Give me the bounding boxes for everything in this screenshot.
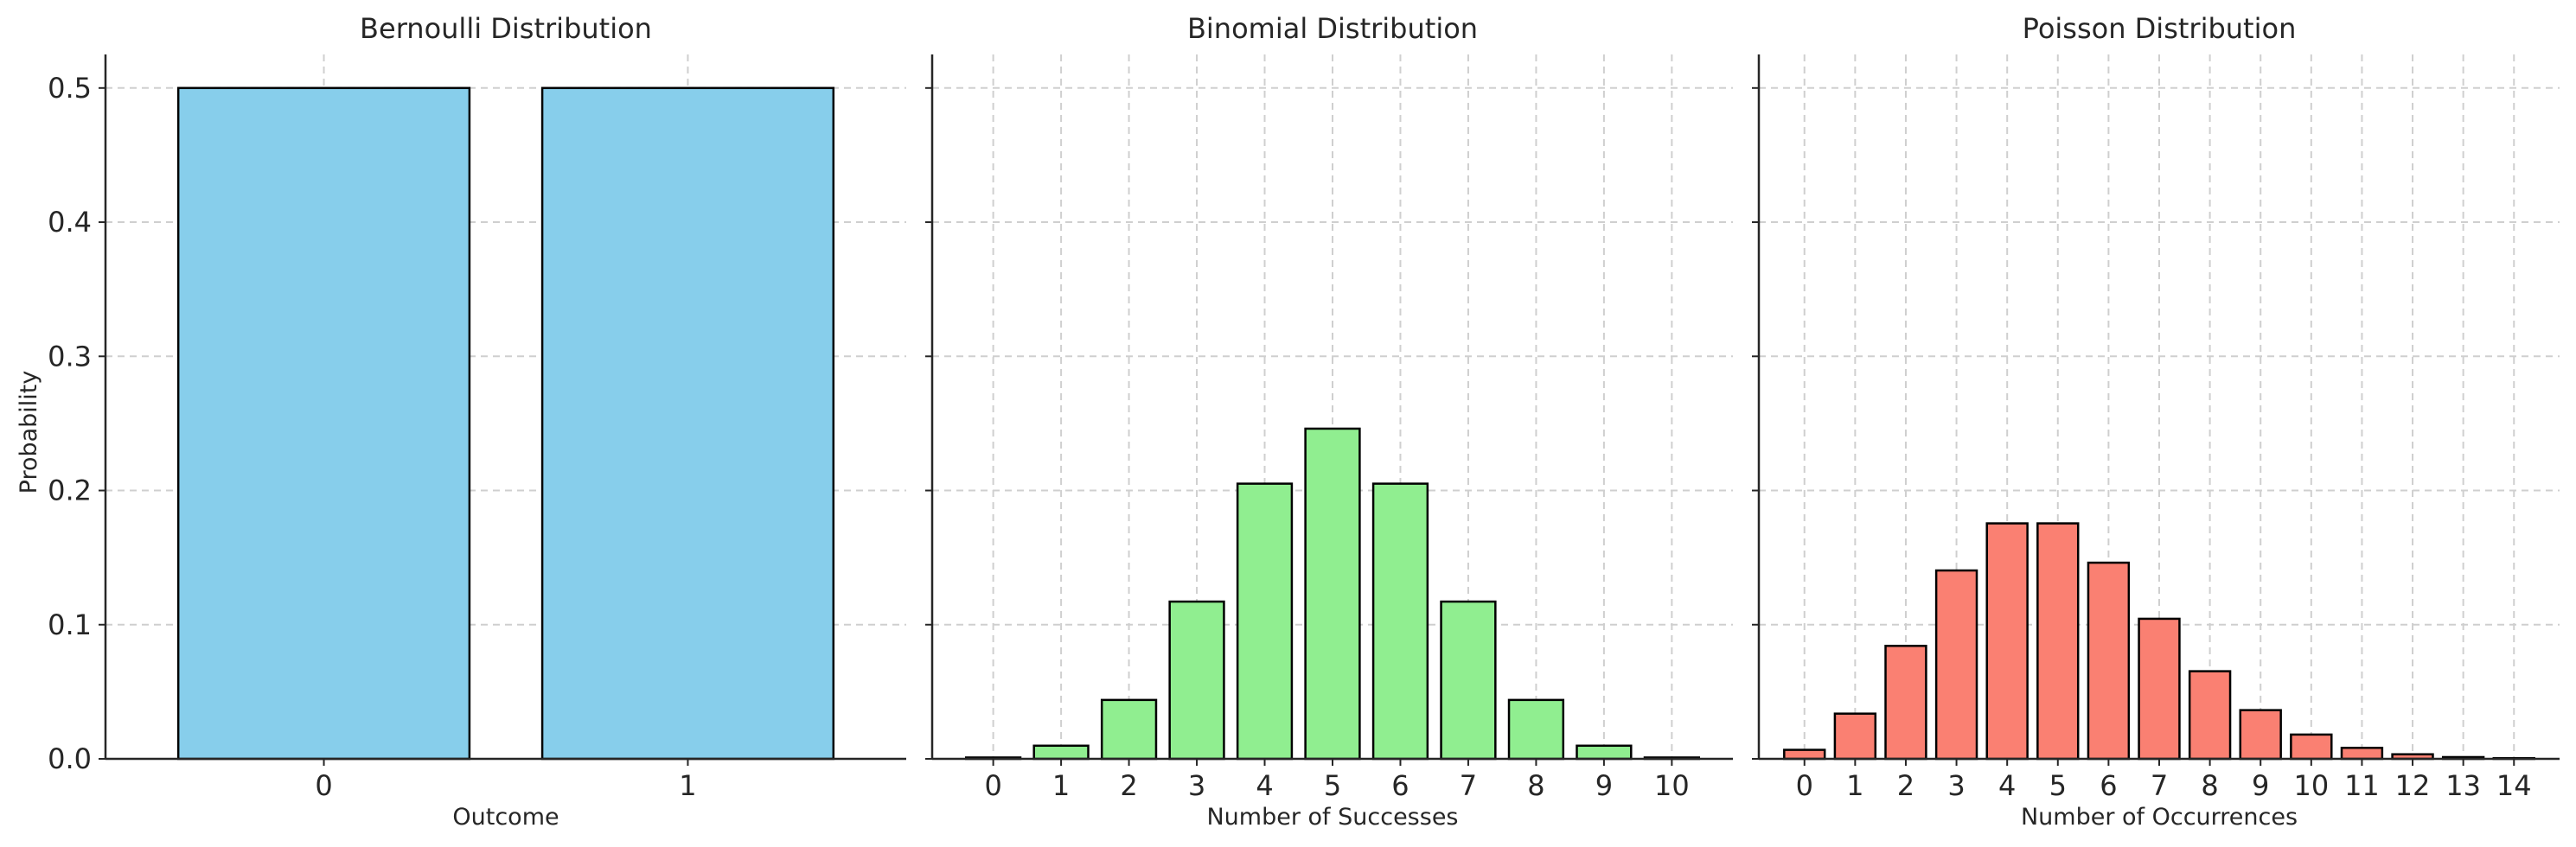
poisson-x-tick-label: 8 bbox=[2201, 769, 2218, 802]
poisson-x-tick-label: 14 bbox=[2496, 769, 2532, 802]
y-tick-label: 0.3 bbox=[48, 340, 92, 373]
poisson-x-tick-label: 5 bbox=[2049, 769, 2067, 802]
binomial-x-tick-label: 10 bbox=[1654, 769, 1690, 802]
poisson-x-tick-label: 12 bbox=[2395, 769, 2431, 802]
bernoulli-chart-title: Bernoulli Distribution bbox=[360, 12, 652, 45]
poisson-bar-6 bbox=[2087, 561, 2131, 761]
binomial-bar-6 bbox=[1371, 482, 1429, 761]
binomial-x-tick-label: 3 bbox=[1188, 769, 1205, 802]
binomial-x-tick-label: 4 bbox=[1256, 769, 1273, 802]
binomial-x-tick-label: 0 bbox=[984, 769, 1001, 802]
poisson-x-tick-label: 4 bbox=[1998, 769, 2016, 802]
poisson-bar-0 bbox=[1783, 748, 1826, 761]
poisson-x-tick-label: 7 bbox=[2151, 769, 2168, 802]
bernoulli-bar-0 bbox=[176, 86, 471, 761]
poisson-bar-11 bbox=[2340, 747, 2384, 761]
poisson-bar-4 bbox=[1985, 522, 2029, 761]
poisson-x-tick-label: 3 bbox=[1947, 769, 1965, 802]
binomial-bar-4 bbox=[1236, 482, 1294, 761]
binomial-bar-2 bbox=[1100, 698, 1158, 761]
binomial-x-tick-label: 6 bbox=[1391, 769, 1409, 802]
binomial-chart-title: Binomial Distribution bbox=[1187, 12, 1478, 45]
binomial-bar-3 bbox=[1168, 600, 1225, 761]
poisson-bar-5 bbox=[2036, 522, 2080, 761]
binomial-x-tick-label: 7 bbox=[1460, 769, 1477, 802]
y-tick-label: 0.5 bbox=[48, 72, 92, 105]
poisson-bar-10 bbox=[2290, 733, 2333, 761]
bernoulli-x-axis-label: Outcome bbox=[452, 804, 559, 831]
poisson-x-tick-label: 2 bbox=[1897, 769, 1914, 802]
poisson-x-tick-label: 6 bbox=[2100, 769, 2117, 802]
poisson-x-tick-label: 10 bbox=[2293, 769, 2329, 802]
binomial-bar-7 bbox=[1440, 600, 1497, 761]
binomial-bar-5 bbox=[1304, 427, 1361, 761]
y-tick-label: 0.2 bbox=[48, 474, 92, 507]
binomial-x-tick-label: 9 bbox=[1595, 769, 1613, 802]
bernoulli-chart: Bernoulli Distribution Outcome 0 1 0.0 0.1 0… bbox=[48, 12, 906, 831]
bernoulli-x-tick-label: 0 bbox=[315, 769, 332, 802]
bernoulli-x-tick-label: 1 bbox=[679, 769, 696, 802]
poisson-chart-title: Poisson Distribution bbox=[2023, 12, 2297, 45]
binomial-bar-1 bbox=[1032, 744, 1090, 761]
poisson-bar-8 bbox=[2188, 670, 2232, 761]
y-tick-label: 0.1 bbox=[48, 608, 92, 641]
poisson-x-axis-label: Number of Occurrences bbox=[2021, 804, 2298, 831]
binomial-bar-8 bbox=[1507, 698, 1565, 761]
poisson-bar-1 bbox=[1833, 712, 1877, 761]
y-tick-label: 0.4 bbox=[48, 206, 92, 239]
binomial-bar-9 bbox=[1576, 744, 1633, 761]
binomial-x-tick-label: 5 bbox=[1324, 769, 1341, 802]
poisson-bar-2 bbox=[1884, 645, 1927, 761]
bernoulli-bar-1 bbox=[540, 86, 835, 761]
poisson-bar-3 bbox=[1934, 569, 1978, 761]
binomial-x-axis-label: Number of Successes bbox=[1206, 804, 1458, 831]
poisson-x-tick-label: 0 bbox=[1796, 769, 1813, 802]
poisson-chart: Poisson Distribution Number of Occurrenc… bbox=[1752, 12, 2560, 831]
poisson-bar-9 bbox=[2239, 709, 2282, 761]
binomial-chart: Binomial Distribution Number of Successe… bbox=[925, 12, 1733, 831]
poisson-x-tick-label: 11 bbox=[2344, 769, 2380, 802]
y-axis-label: Probability bbox=[16, 371, 42, 494]
binomial-x-tick-label: 8 bbox=[1527, 769, 1544, 802]
y-tick-label: 0.0 bbox=[48, 742, 92, 775]
poisson-bar-7 bbox=[2138, 617, 2181, 761]
binomial-x-tick-label: 2 bbox=[1120, 769, 1137, 802]
poisson-x-tick-label: 1 bbox=[1846, 769, 1863, 802]
poisson-x-tick-label: 13 bbox=[2445, 769, 2481, 802]
poisson-x-tick-label: 9 bbox=[2252, 769, 2269, 802]
binomial-x-tick-label: 1 bbox=[1052, 769, 1070, 802]
